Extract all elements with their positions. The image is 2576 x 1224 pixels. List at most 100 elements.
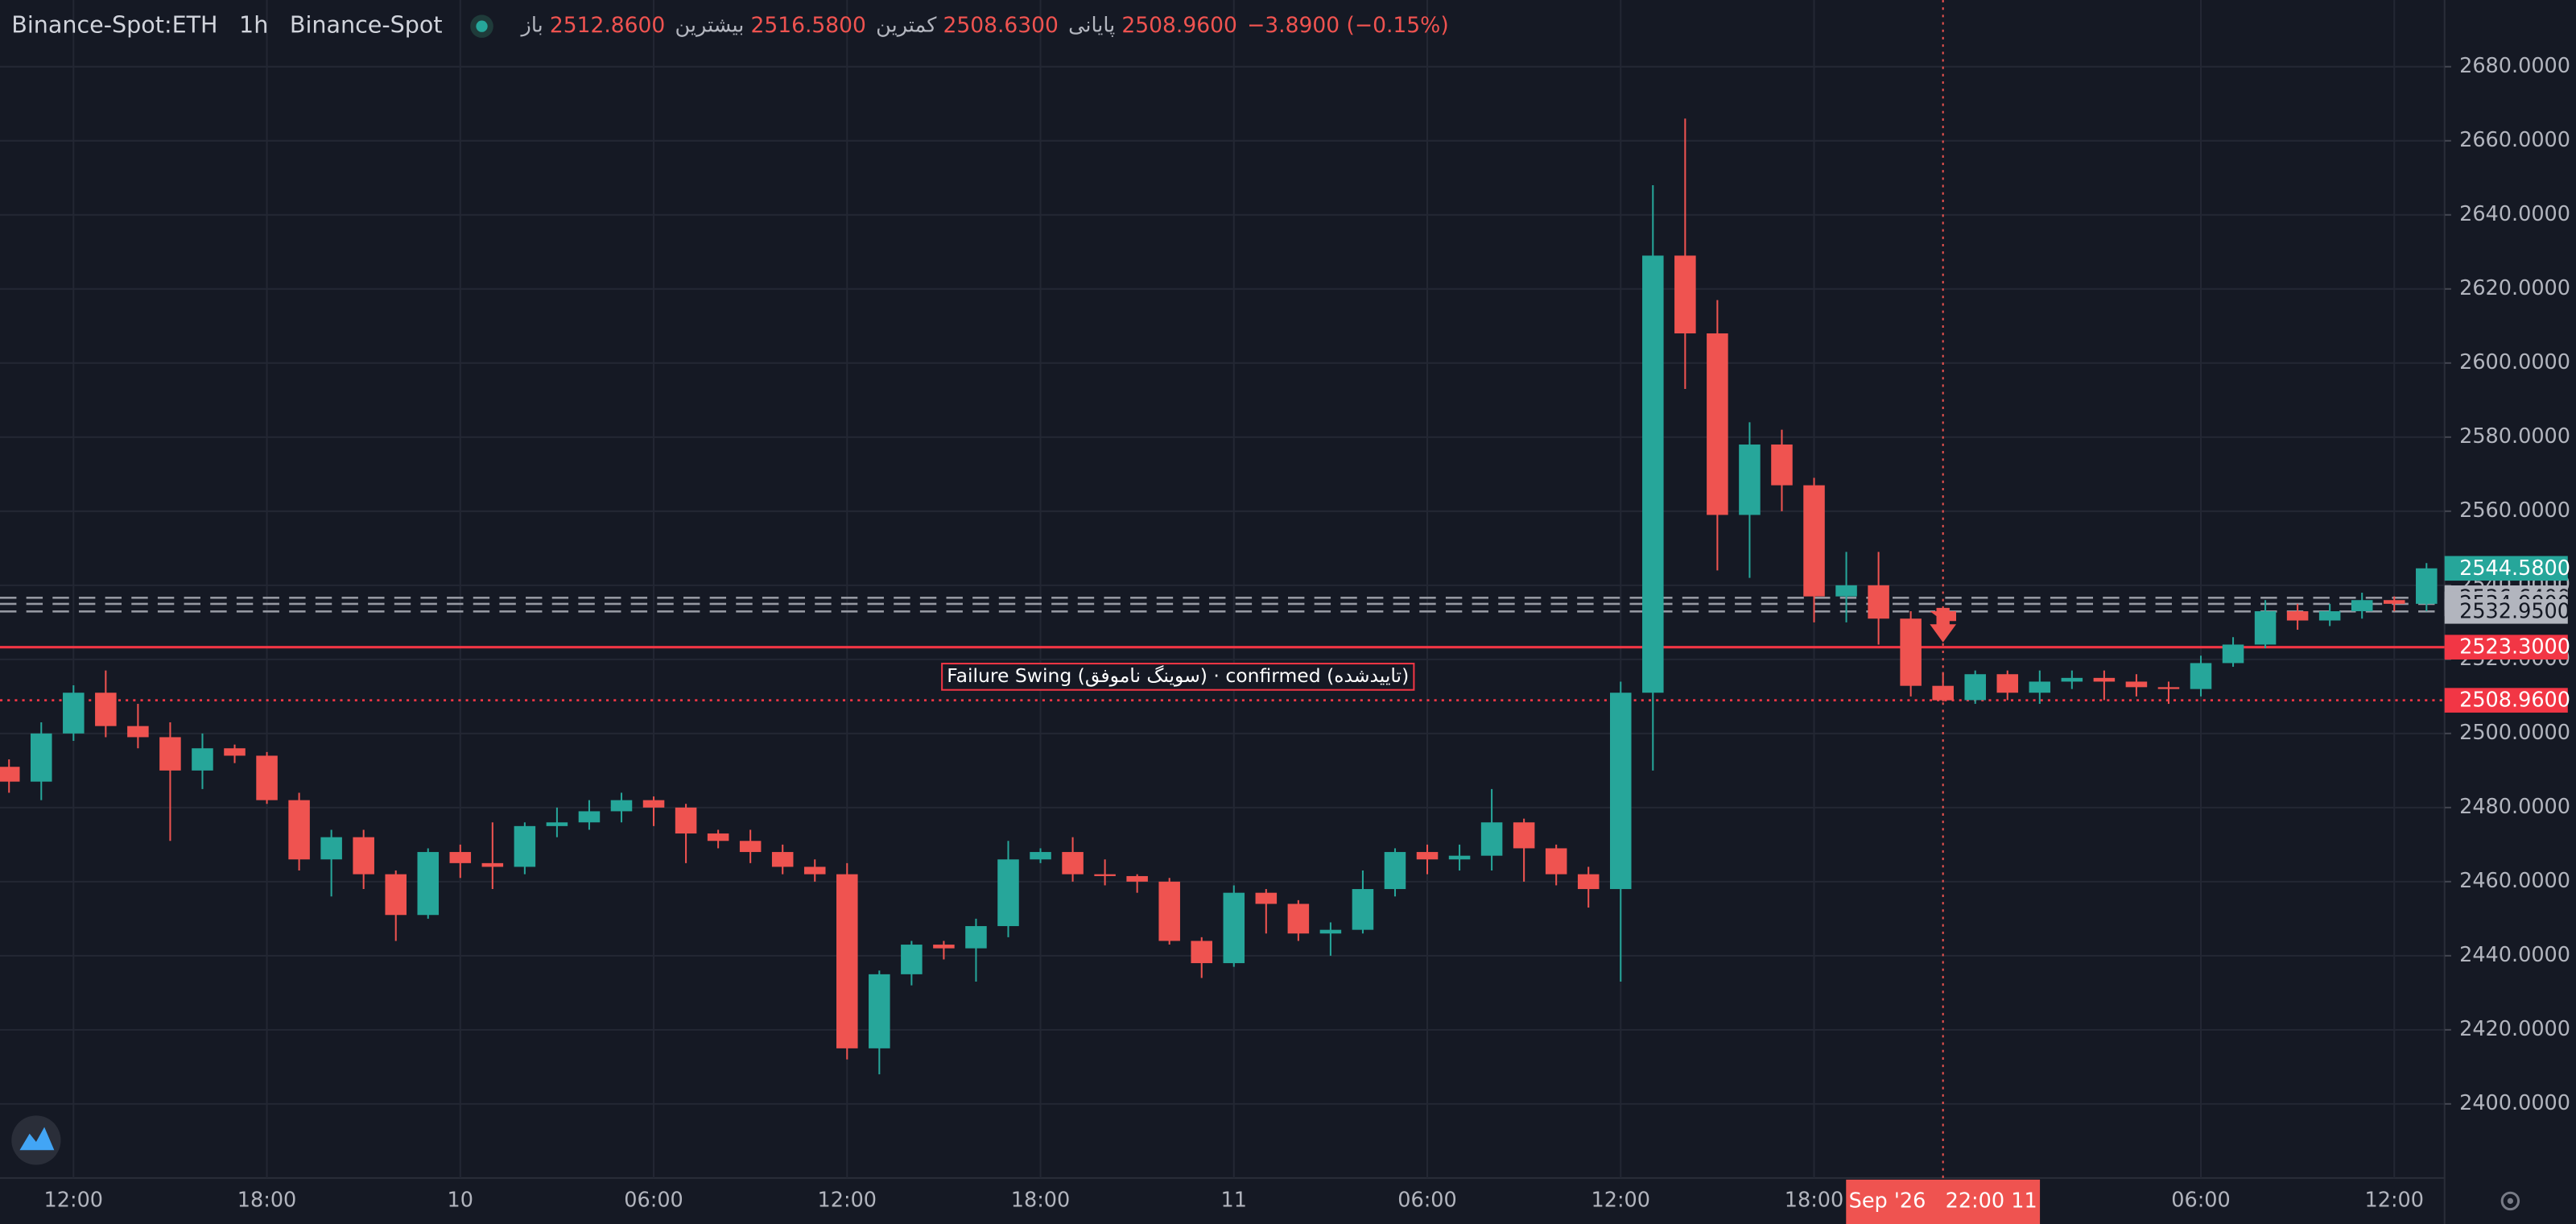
header-text: کمترین <box>876 14 937 38</box>
y-tick-label: 2400.0000 <box>2459 1091 2570 1115</box>
annotation-box <box>941 663 1415 691</box>
x-tick-label: 12:00 <box>44 1188 104 1212</box>
candle-body <box>2286 611 2309 621</box>
header-text: 2512.8600 <box>550 13 665 38</box>
price-lines <box>0 596 2445 701</box>
candle-body <box>2029 681 2051 693</box>
header-text: بیشترین <box>675 14 745 38</box>
candle-body <box>1513 822 1535 849</box>
header-text: 1h <box>239 11 268 39</box>
header-text: Binance-Spot:ETH <box>11 11 217 39</box>
x-tick-label: 18:00 <box>1011 1188 1071 1212</box>
candle-body <box>1352 889 1374 930</box>
price-label: 2508.9600 <box>2459 688 2570 713</box>
candle-body <box>1577 874 1600 890</box>
candle-body <box>675 807 697 834</box>
candle-body <box>1448 855 1471 860</box>
candle-body <box>385 874 407 916</box>
logo[interactable] <box>11 1115 61 1165</box>
y-tick-label: 2680.0000 <box>2459 54 2570 78</box>
candle-body <box>1191 941 1212 964</box>
y-tick-label: 2660.0000 <box>2459 128 2570 152</box>
candle-body <box>353 837 374 875</box>
candle-body <box>1287 904 1310 934</box>
header: Binance-Spot:ETH 1h Binance-Spot باز 2512.86… <box>11 11 1448 39</box>
crosshair-arrow-stem <box>1936 610 1950 626</box>
y-tick-label: 2580.0000 <box>2459 424 2570 449</box>
x-tick-label: 12:00 <box>1591 1188 1651 1212</box>
candle-body <box>1030 852 1051 860</box>
candle-body <box>546 822 568 826</box>
candle-body <box>610 800 633 812</box>
candle-body <box>288 800 310 860</box>
candle-body <box>1062 852 1084 875</box>
annotation-text: Failure Swing (سوینگ ناموفق) · confirmed… <box>947 664 1409 687</box>
status-dot <box>476 20 488 32</box>
candle-body <box>1126 875 1148 882</box>
y-tick-label: 2480.0000 <box>2459 795 2570 819</box>
candle-body <box>1384 852 1406 890</box>
candle-body <box>1932 685 1954 701</box>
candle-body <box>1771 445 1793 486</box>
candle-body <box>1739 445 1761 515</box>
header-text: 2508.6300 <box>943 13 1059 38</box>
candle-body <box>63 693 85 734</box>
x-tick-label: 18:00 <box>237 1188 297 1212</box>
y-tick-label: 2620.0000 <box>2459 276 2570 300</box>
candle-body <box>1674 255 1696 334</box>
candle-body <box>127 726 149 738</box>
candle-body <box>224 748 246 756</box>
candle-body <box>2125 681 2148 688</box>
candle-body <box>2093 677 2116 682</box>
overlay: 2536.64002534.98002532.95002523.30002508… <box>941 0 2570 1224</box>
gear-icon[interactable] <box>2500 1191 2520 1211</box>
candle-body <box>1803 485 1825 597</box>
x-tick-label: 10 <box>448 1188 473 1212</box>
candle-body <box>1610 693 1632 890</box>
x-tick-label: 06:00 <box>624 1188 683 1212</box>
candle-body <box>514 825 536 867</box>
candle-body <box>642 800 665 808</box>
candle-body <box>1996 674 2019 693</box>
crosshair-arrow <box>1930 624 1956 643</box>
candle-body <box>0 767 20 782</box>
candle-body <box>95 693 117 726</box>
logo-circle[interactable] <box>11 1115 61 1165</box>
candle-body <box>2351 600 2373 612</box>
candle-body <box>997 859 1019 927</box>
x-tick-label: 11 <box>1221 1188 1247 1212</box>
candle-body <box>836 874 858 1048</box>
candle-body <box>1094 874 1116 876</box>
candle-body <box>1416 852 1439 860</box>
candle-body <box>578 811 601 823</box>
price-label-box <box>2444 635 2568 660</box>
candle-body <box>256 755 278 800</box>
candle-body <box>1480 822 1503 856</box>
candle-body <box>933 945 955 949</box>
header-text: Binance-Spot <box>290 11 443 39</box>
y-tick-label: 2420.0000 <box>2459 1017 2570 1041</box>
candle-body <box>449 852 472 863</box>
header-text: باز <box>520 14 543 38</box>
candle-body <box>481 862 504 867</box>
candle-body <box>1707 333 1728 515</box>
candle-body <box>869 974 890 1048</box>
candle-body <box>2157 687 2180 689</box>
price-label: 2523.3000 <box>2459 635 2570 660</box>
candle-body <box>771 852 794 867</box>
candle-body <box>2318 611 2341 621</box>
price-label: 2532.9500 <box>2459 599 2570 623</box>
y-tick-label: 2500.0000 <box>2459 721 2570 745</box>
price-label-box <box>2444 688 2568 713</box>
candle-body <box>2190 663 2212 689</box>
candle-body <box>803 866 826 875</box>
candle-body <box>965 926 987 949</box>
candle-body <box>2222 644 2244 664</box>
candle-body <box>31 733 52 782</box>
x-tick-label: 12:00 <box>818 1188 877 1212</box>
settings[interactable] <box>2500 1191 2520 1211</box>
candle-body <box>1964 674 1986 701</box>
x-tick-label: 12:00 <box>2364 1188 2424 1212</box>
